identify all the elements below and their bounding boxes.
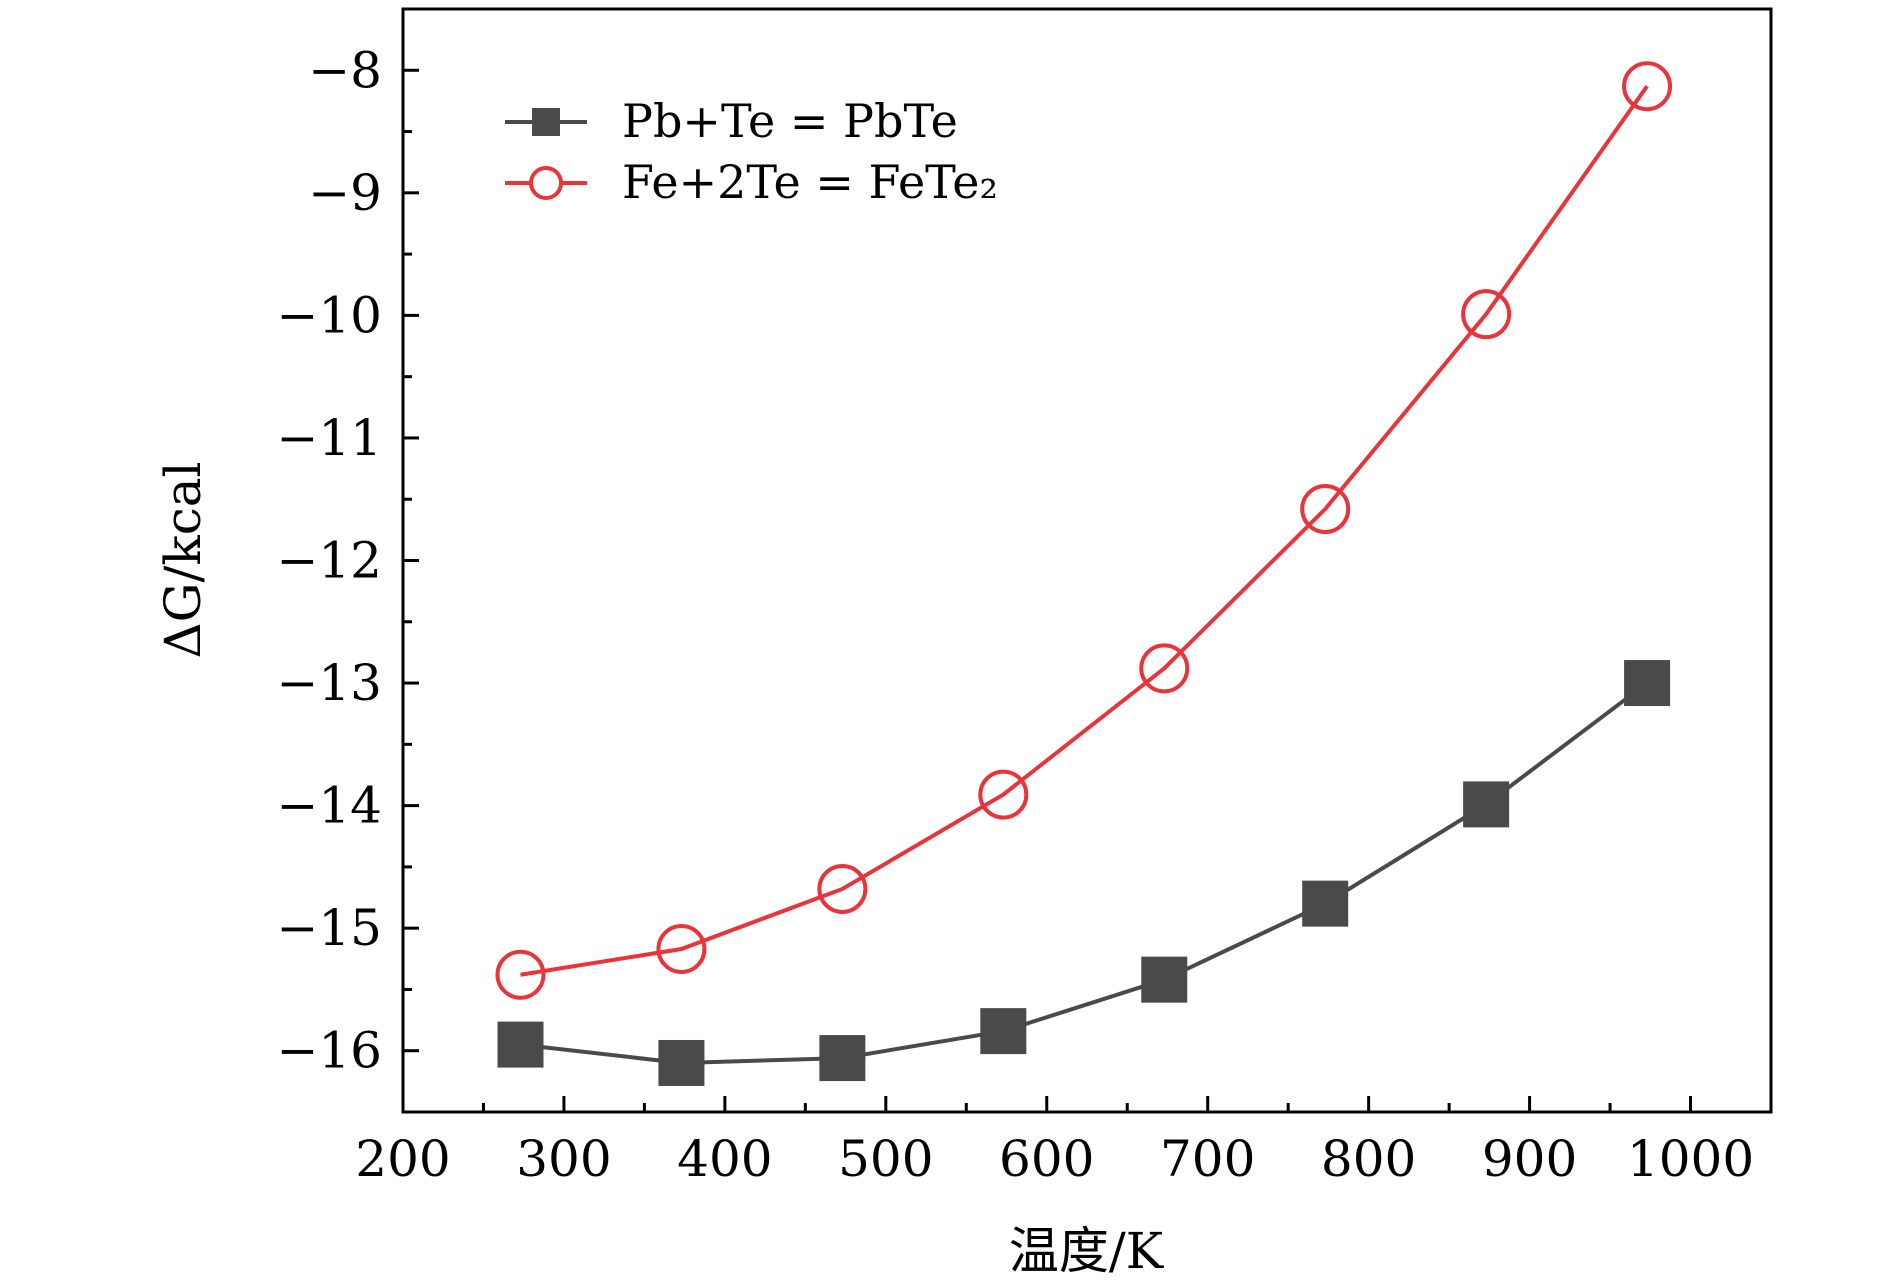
series-layer [495, 61, 1673, 1086]
data-point-circle [1139, 643, 1190, 694]
y-tick-label: −14 [276, 777, 382, 835]
data-point-circle [1300, 484, 1351, 535]
legend-item-2: Fe+2Te = FeTe₂ [505, 155, 998, 209]
axis-ticks [401, 68, 1693, 1112]
x-axis-title: 温度/K [1009, 1222, 1165, 1276]
data-point-square [980, 1008, 1027, 1055]
data-point-circle [1461, 289, 1512, 340]
legend-label: Fe+2Te = FeTe₂ [622, 155, 998, 209]
data-point-square [497, 1021, 544, 1068]
y-tick-label: −16 [276, 1022, 382, 1080]
x-tick-label: 1000 [1627, 1130, 1754, 1188]
x-tick-label: 500 [838, 1130, 933, 1188]
data-point-circle [1622, 61, 1673, 112]
x-tick-label: 900 [1482, 1130, 1577, 1188]
legend: Pb+Te = PbTe Fe+2Te = FeTe₂ [505, 94, 998, 209]
data-point-square [1141, 956, 1188, 1003]
y-tick-label: −8 [308, 41, 382, 99]
data-point-square [1463, 781, 1510, 828]
x-tick-label: 300 [516, 1130, 611, 1188]
y-tick-label: −11 [276, 409, 382, 467]
legend-item-1: Pb+Te = PbTe [505, 94, 958, 148]
data-point-square [658, 1039, 705, 1086]
y-tick-label: −9 [308, 164, 382, 222]
data-point-square [1624, 660, 1671, 707]
data-point-circle [495, 949, 546, 1000]
data-point-square [819, 1035, 866, 1082]
legend-circle-marker [529, 166, 563, 200]
x-tick-label: 700 [1160, 1130, 1255, 1188]
y-tick-label: −15 [276, 899, 382, 957]
legend-square-marker [532, 108, 560, 136]
y-tick-label: −12 [276, 532, 382, 590]
x-tick-label: 600 [999, 1130, 1094, 1188]
x-tick-labels: 200 300 400 500 600 700 800 900 1000 [355, 1130, 1754, 1188]
x-tick-label: 800 [1321, 1130, 1416, 1188]
x-tick-label: 400 [677, 1130, 772, 1188]
series-line [520, 85, 1649, 977]
x-tick-label: 200 [355, 1130, 450, 1188]
series-2 [495, 61, 1673, 1000]
data-point-circle [656, 924, 707, 975]
data-point-square [1302, 880, 1349, 927]
y-tick-labels: −16 −15 −14 −13 −12 −11 −10 −9 −8 [276, 41, 382, 1079]
series-line [520, 681, 1649, 1065]
plot-frame [401, 7, 1773, 1114]
y-tick-label: −10 [276, 286, 382, 344]
y-axis-title: ΔG/kcal [154, 462, 212, 659]
legend-label: Pb+Te = PbTe [622, 94, 958, 148]
y-tick-label: −13 [276, 654, 382, 712]
data-point-circle [978, 769, 1029, 820]
data-point-circle [817, 863, 868, 914]
series-1 [497, 660, 1671, 1086]
